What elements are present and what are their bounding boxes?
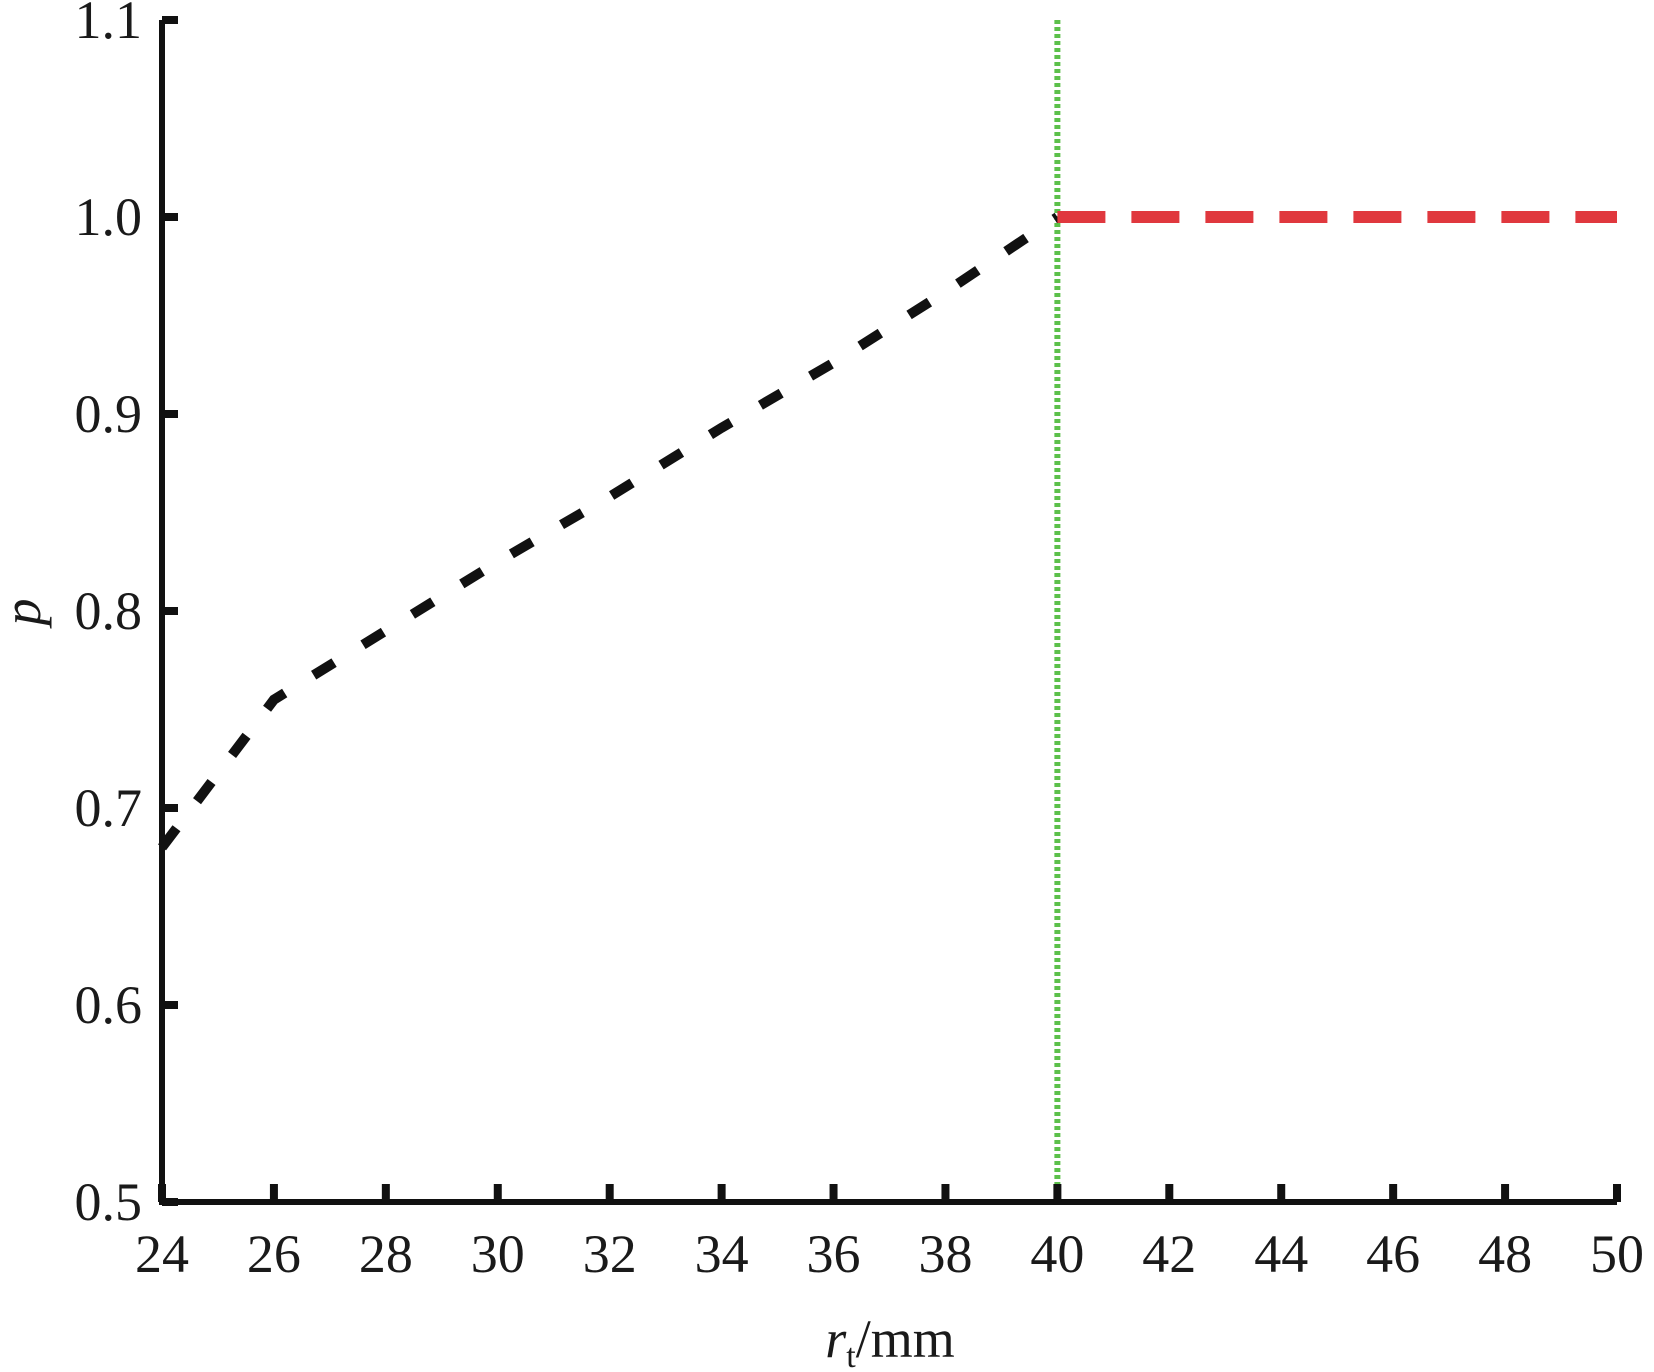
y-tick-label: 1.1	[75, 0, 143, 50]
tick-labels: 24 26 28 30 32 34 36 38 40 42 44 46 48 50 0.5 0.6 0.7 0.8…	[75, 0, 1645, 1284]
x-axis-title-unit: /mm	[856, 1309, 955, 1369]
x-axis-title-var: r	[825, 1309, 847, 1369]
x-axis-title: rt/mm	[825, 1309, 954, 1372]
x-tick-label: 44	[1254, 1224, 1308, 1284]
x-tick-label: 48	[1478, 1224, 1532, 1284]
series-line-0	[158, 212, 1061, 851]
x-tick-label: 46	[1366, 1224, 1420, 1284]
y-tick-label: 0.9	[75, 384, 143, 444]
x-tick-label: 28	[359, 1224, 413, 1284]
y-tick-label: 1.0	[75, 187, 143, 247]
x-tick-label: 42	[1142, 1224, 1196, 1284]
axes	[158, 16, 1621, 1206]
y-tick-label: 0.6	[75, 975, 143, 1035]
x-tick-label: 36	[807, 1224, 861, 1284]
x-tick-label: 30	[471, 1224, 525, 1284]
x-tick-label: 50	[1590, 1224, 1644, 1284]
x-tick-label: 26	[247, 1224, 301, 1284]
x-tick-label: 38	[918, 1224, 972, 1284]
y-axis-title: p	[0, 599, 52, 630]
y-tick-label: 0.7	[75, 778, 143, 838]
y-tick-label: 0.8	[75, 581, 143, 641]
x-tick-label: 32	[583, 1224, 637, 1284]
y-tick-label: 0.5	[75, 1172, 143, 1232]
x-axis-title-subscript: t	[846, 1338, 856, 1372]
x-tick-label: 34	[695, 1224, 749, 1284]
x-tick-label: 40	[1030, 1224, 1084, 1284]
x-tick-label: 24	[135, 1224, 189, 1284]
plot-marks	[158, 20, 1617, 1202]
